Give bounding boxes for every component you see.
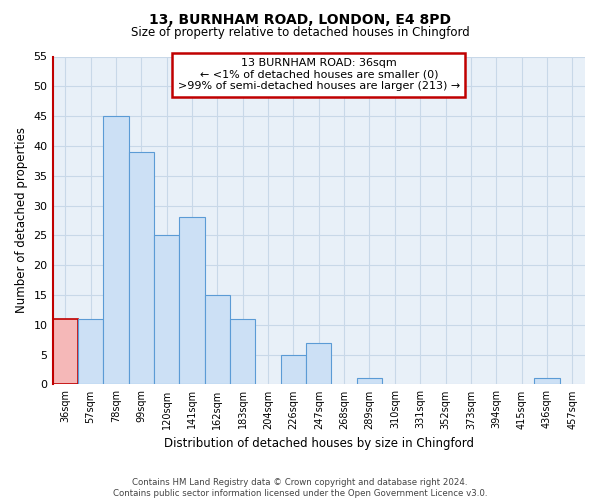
Bar bbox=[154, 236, 179, 384]
Bar bbox=[78, 319, 103, 384]
Bar bbox=[357, 378, 382, 384]
Bar bbox=[103, 116, 128, 384]
Y-axis label: Number of detached properties: Number of detached properties bbox=[15, 128, 28, 314]
Bar bbox=[281, 354, 306, 384]
Text: 13 BURNHAM ROAD: 36sqm
← <1% of detached houses are smaller (0)
>99% of semi-det: 13 BURNHAM ROAD: 36sqm ← <1% of detached… bbox=[178, 58, 460, 92]
Bar bbox=[306, 342, 331, 384]
Bar bbox=[179, 218, 205, 384]
Text: 13, BURNHAM ROAD, LONDON, E4 8PD: 13, BURNHAM ROAD, LONDON, E4 8PD bbox=[149, 12, 451, 26]
Bar bbox=[205, 295, 230, 384]
Text: Size of property relative to detached houses in Chingford: Size of property relative to detached ho… bbox=[131, 26, 469, 39]
Bar bbox=[534, 378, 560, 384]
Bar bbox=[230, 319, 256, 384]
Bar bbox=[128, 152, 154, 384]
Bar bbox=[53, 319, 78, 384]
Text: Contains HM Land Registry data © Crown copyright and database right 2024.
Contai: Contains HM Land Registry data © Crown c… bbox=[113, 478, 487, 498]
X-axis label: Distribution of detached houses by size in Chingford: Distribution of detached houses by size … bbox=[164, 437, 474, 450]
